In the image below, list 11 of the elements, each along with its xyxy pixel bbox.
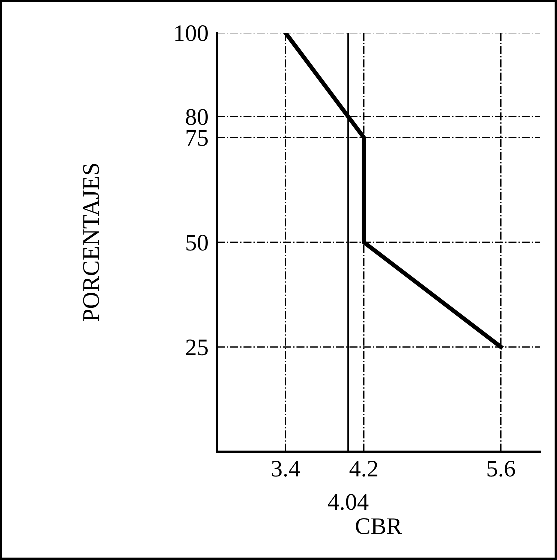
- x-tick-label: 4.2: [350, 461, 378, 477]
- y-axis-title: PORCENTAJES: [83, 164, 100, 322]
- y-tick-label: 75: [186, 130, 208, 146]
- x-axis-title: CBR: [356, 518, 402, 534]
- y-tick-label: 80: [186, 109, 208, 126]
- y-tick-label: 50: [186, 234, 208, 251]
- y-tick-label: 100: [176, 26, 208, 42]
- ref-line-label: 4.04: [328, 494, 369, 510]
- x-tick-label: 3.4: [272, 461, 300, 477]
- y-tick-label: 25: [186, 340, 208, 356]
- x-tick-label: 5.6: [488, 461, 516, 477]
